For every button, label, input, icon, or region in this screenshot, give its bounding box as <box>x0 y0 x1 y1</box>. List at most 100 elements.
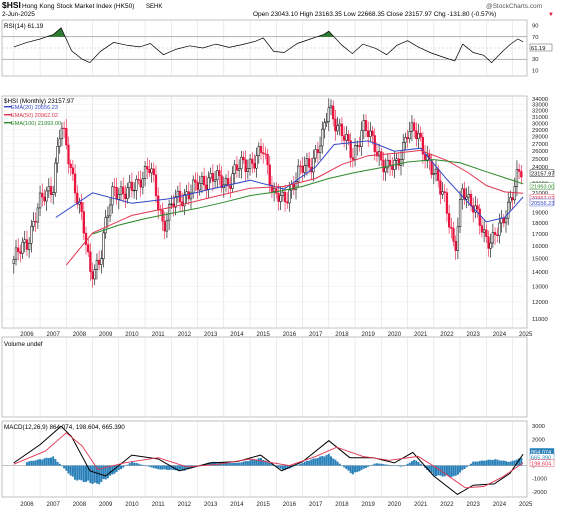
candle <box>465 187 468 209</box>
candle <box>496 227 499 243</box>
macd-hist-bar <box>95 465 98 484</box>
candle-body <box>163 221 166 232</box>
macd-hist-bar <box>137 463 140 466</box>
macd-hist-bar <box>426 465 429 470</box>
candle-body <box>504 217 508 224</box>
candle <box>251 151 254 174</box>
candle-body <box>248 158 252 169</box>
candle-body <box>231 173 234 189</box>
candle <box>307 151 311 174</box>
macd-hist-bar <box>152 465 155 469</box>
macd-value-tag: 864.074 <box>531 450 551 456</box>
candle-body <box>314 149 317 159</box>
candle-body <box>19 251 22 254</box>
macd-hist-bar <box>163 465 166 470</box>
macd-hist-bar <box>386 464 389 466</box>
candle <box>277 183 280 211</box>
macd-hist-bar <box>148 465 151 467</box>
candle <box>167 199 171 231</box>
candle <box>452 221 455 247</box>
macd-title: MACD(12,26,9) 864.074, 198.604, 665.390 <box>4 424 125 431</box>
candle-body <box>382 159 385 173</box>
macd-hist-bar <box>253 459 256 466</box>
candle-body <box>34 221 37 223</box>
x-tick-2021: 2021 <box>414 332 428 338</box>
macd-hist-bar <box>299 463 302 466</box>
price-y-tick-11000: 11000 <box>532 317 548 323</box>
candle <box>21 237 24 259</box>
candle <box>244 150 247 182</box>
macd-hist-bar <box>150 465 153 468</box>
macd-hist-bar <box>437 465 440 476</box>
candle <box>246 159 250 180</box>
candle <box>434 160 438 182</box>
price-lines <box>55 140 524 266</box>
macd-hist-bar <box>122 465 125 468</box>
macd-hist-bar <box>50 457 52 466</box>
candle-body <box>192 179 195 194</box>
macd-hist-bar <box>507 461 510 466</box>
candle-body <box>220 175 223 189</box>
candle <box>19 244 22 263</box>
candle-body <box>200 176 204 184</box>
x-tick-2017: 2017 <box>309 332 323 338</box>
price-y-tick-34000: 34000 <box>532 97 548 103</box>
candle-body <box>461 188 464 200</box>
candle <box>412 118 416 138</box>
candle-body <box>255 155 258 169</box>
candle-body <box>41 192 44 198</box>
rsi-y-tick-30: 30 <box>532 57 538 63</box>
macd-hist-bar <box>417 461 420 466</box>
x-tick-2018: 2018 <box>335 332 349 338</box>
x-tick-2008: 2008 <box>73 332 87 338</box>
macd-hist-bar <box>393 465 396 467</box>
x-tick-2019: 2019 <box>362 332 376 338</box>
candle-body <box>233 164 236 174</box>
macd-hist-bar <box>93 465 96 483</box>
candle <box>242 151 245 164</box>
candle-body <box>412 122 416 131</box>
candle-body <box>491 232 495 244</box>
macd-hist-bar <box>483 460 486 466</box>
candle-body <box>229 185 232 189</box>
macd-hist-bar <box>128 463 131 466</box>
candle-body <box>502 217 505 224</box>
macd-signal-tag-box <box>529 459 555 467</box>
candle <box>143 161 147 187</box>
macd-hist-bar <box>327 453 330 466</box>
candle <box>408 121 411 144</box>
x-tick-2024: 2024 <box>493 502 507 508</box>
macd-hist-bar <box>67 465 70 474</box>
macd-hist-bar <box>260 458 262 466</box>
candle-body <box>377 151 381 157</box>
candle-body <box>202 176 206 186</box>
candle <box>227 170 230 194</box>
candle-body <box>423 153 427 162</box>
macd-hist-bar <box>509 461 512 466</box>
candle-body <box>262 152 265 154</box>
ticker-symbol: $HSI <box>2 0 21 10</box>
macd-hist-bar <box>181 465 184 471</box>
candle <box>163 211 166 240</box>
macd-hist-bar <box>275 465 278 467</box>
macd-hist-bar <box>244 461 247 466</box>
macd-frame <box>1 420 528 498</box>
candle-body <box>397 158 400 166</box>
candle-body <box>58 138 61 147</box>
candle <box>432 163 435 185</box>
macd-hist-bar <box>47 457 50 466</box>
x-tick-2014: 2014 <box>230 332 244 338</box>
macd-hist-bar <box>229 462 232 466</box>
volume-grid <box>13 337 513 417</box>
candle <box>281 187 285 202</box>
macd-hist-bar <box>211 461 214 466</box>
candle <box>150 162 153 183</box>
macd-hist-bar <box>240 462 243 466</box>
macd-signal-line <box>13 432 524 489</box>
candle-body <box>87 244 90 253</box>
candle-body <box>334 118 337 132</box>
candle-body <box>441 191 444 195</box>
candle <box>509 190 512 210</box>
candle-body <box>62 127 66 129</box>
legend-ema100: EMA(100) 21993.00 <box>11 121 61 127</box>
